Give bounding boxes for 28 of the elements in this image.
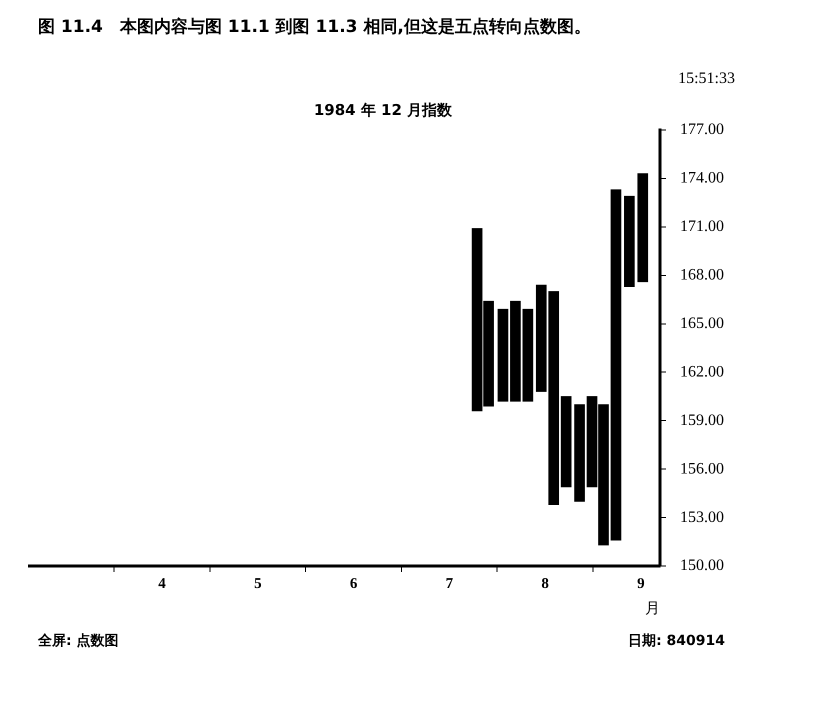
text: 日期: 840914 xyxy=(628,632,725,650)
y-tick-label: 162.00 xyxy=(680,363,724,380)
bar xyxy=(560,396,572,488)
y-tick-label: 174.00 xyxy=(680,170,724,187)
chart-subtitle: 1984 年 12 月指数 xyxy=(314,100,454,119)
y-tick-label: 159.00 xyxy=(680,412,724,429)
bar xyxy=(548,291,560,505)
text: 全屏: 点数图 xyxy=(38,632,118,650)
y-tick-label: 150.00 xyxy=(680,557,724,574)
bar xyxy=(522,308,534,402)
y-tick-label: 156.00 xyxy=(680,460,724,478)
y-tick-label: 165.00 xyxy=(680,314,724,332)
x-tick-label: 7 xyxy=(446,576,454,592)
text: 15:51:33 xyxy=(678,70,735,88)
x-axis-title: 月 xyxy=(645,598,660,617)
y-tick-label: 171.00 xyxy=(680,218,724,236)
y-tick-label: 177.00 xyxy=(680,121,724,138)
bar xyxy=(637,173,648,282)
x-tick-label: 4 xyxy=(158,576,166,592)
x-tick-label: 6 xyxy=(350,576,358,592)
bar xyxy=(624,196,635,287)
bar xyxy=(536,284,547,392)
y-tick-label: 168.00 xyxy=(680,266,724,284)
y-tick-label: 153.00 xyxy=(680,508,724,526)
x-tick-label: 8 xyxy=(541,576,549,592)
chart-title: 图 11.4 本图内容与图 11.1 到图 11.3 相同,但这是五点转向点数图。 xyxy=(37,16,592,39)
x-tick-label: 5 xyxy=(254,576,262,592)
x-tick-label: 9 xyxy=(637,576,645,592)
